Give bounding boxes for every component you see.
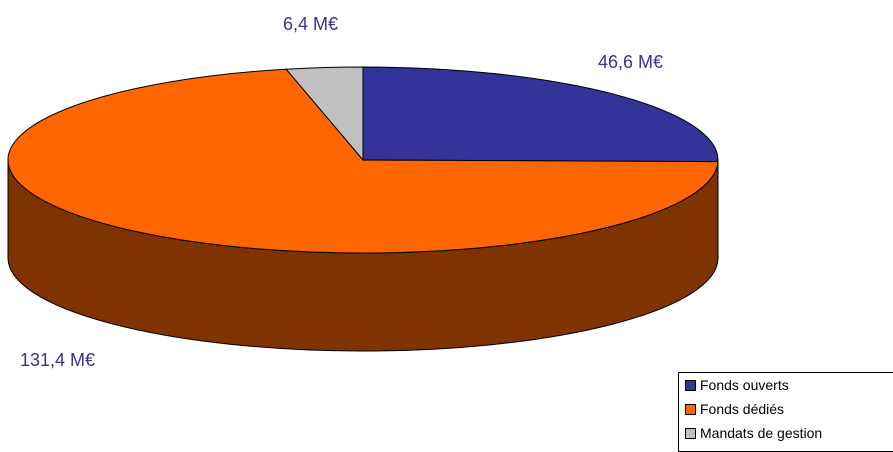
pie-slices <box>8 67 718 253</box>
legend-swatch-fonds-ouverts <box>685 380 696 391</box>
legend-item-mandats-de-gestion: Mandats de gestion <box>685 425 822 441</box>
legend-item-fonds-ouverts: Fonds ouverts <box>685 377 789 393</box>
legend-item-fonds-dedies: Fonds dédiés <box>685 401 784 417</box>
legend-swatch-mandats-de-gestion <box>685 428 696 439</box>
legend-swatch-fonds-dedies <box>685 404 696 415</box>
chart-legend: Fonds ouverts Fonds dédiés Mandats de ge… <box>678 372 893 452</box>
data-label-fonds-dedies: 131,4 M€ <box>20 350 95 371</box>
data-label-mandats-de-gestion: 6,4 M€ <box>283 14 338 35</box>
data-label-fonds-ouverts: 46,6 M€ <box>598 52 663 73</box>
legend-label-mandats-de-gestion: Mandats de gestion <box>700 425 822 441</box>
legend-label-fonds-dedies: Fonds dédiés <box>700 401 784 417</box>
pie-slice-fonds-ouverts <box>363 67 718 162</box>
legend-label-fonds-ouverts: Fonds ouverts <box>700 377 789 393</box>
